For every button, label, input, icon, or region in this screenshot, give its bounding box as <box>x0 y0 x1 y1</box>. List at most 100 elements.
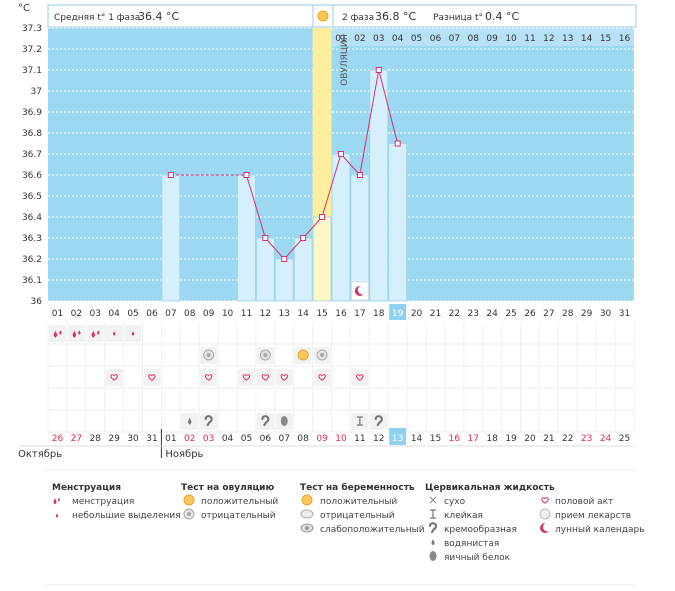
cycle-day-label: 12 <box>260 309 271 319</box>
calendar-date-label: 11 <box>354 434 365 444</box>
calendar-date-label: 18 <box>486 434 498 444</box>
marker-cell <box>238 369 255 386</box>
legend-sticky-icon <box>430 509 436 519</box>
legend-watery-icon <box>431 539 435 546</box>
ovulation-test-positive-icon <box>297 349 309 361</box>
temperature-bar <box>312 216 332 302</box>
temperature-point <box>375 67 382 73</box>
test-inner-dot <box>320 353 325 357</box>
light-spotting-drop-icon <box>113 331 116 336</box>
phase2-day-label: 03 <box>373 34 384 44</box>
intercourse-heart-icon <box>242 374 251 381</box>
cycle-day-label: 27 <box>543 309 554 319</box>
intercourse-heart-icon <box>110 374 118 381</box>
legend-pregnancy-positive-icon <box>301 494 313 506</box>
marker-cell <box>105 369 123 386</box>
calendar-date-label: 08 <box>297 434 309 444</box>
legend-item-ovulation-negative: отрицательный <box>201 511 276 521</box>
phase1-value: 36.4 °C <box>138 10 179 23</box>
y-tick-label: 36.1 <box>22 276 42 286</box>
temperature-point <box>167 172 174 178</box>
temperature-line-segment <box>283 237 304 260</box>
legend-item-intercourse: половой акт <box>555 497 613 507</box>
phase2-day-label: 08 <box>468 34 480 44</box>
menstruation-drop-icon <box>59 330 62 335</box>
temperature-line-segment <box>378 69 399 144</box>
y-tick-label: 36.3 <box>22 234 42 244</box>
legend-item-menstruation: менструация <box>72 497 134 507</box>
legend-ovulation-positive-icon <box>183 494 195 506</box>
y-tick-label: 36.2 <box>22 255 42 265</box>
y-tick-label: 36.4 <box>22 213 42 223</box>
legend-item-watery: водянистая <box>444 539 499 549</box>
temperature-bar <box>161 174 181 302</box>
test-inner-dot <box>187 512 191 516</box>
y-tick-label: 37.3 <box>22 24 42 34</box>
legend-title-cervical: Цервикальная жидкость <box>425 483 555 493</box>
calendar-date-label: 03 <box>203 434 214 444</box>
creamy-icon <box>261 415 270 427</box>
y-tick-label: 36.5 <box>22 192 42 202</box>
marker-rows: 01 02 03 04 05 06 07 08 09 10 11 12 13 14 15 16 17 18 19 20… <box>18 304 635 460</box>
cycle-day-label: 24 <box>486 309 498 319</box>
cycle-day-label: 02 <box>71 309 82 319</box>
calendar-date-label: 20 <box>524 434 536 444</box>
cycle-day-label: 19 <box>392 309 404 319</box>
creamy-icon <box>204 415 213 427</box>
phase2-day-label: 10 <box>505 34 517 44</box>
legend-pregnancy-weak-dot <box>305 526 309 530</box>
y-tick-label: 36.6 <box>22 171 42 181</box>
legend-item-pregnancy-weak: слабоположительный <box>320 525 425 535</box>
plot-area: 01 02 03 04 05 06 07 08 09 10 11 12 13 14 15 16 37.3 37.2… <box>22 24 634 307</box>
marker-cell <box>143 369 161 386</box>
phase2-box <box>332 4 637 28</box>
cycle-day-label: 21 <box>430 309 441 319</box>
chart-header: °C Средняя t° 1 фаза 36.4 °C 2 фаза 36.8… <box>18 3 637 28</box>
calendar-date-label: 09 <box>316 434 328 444</box>
phase2-day-label: 02 <box>354 34 365 44</box>
temperature-line-segment <box>321 153 342 218</box>
calendar-date-label: 21 <box>543 434 554 444</box>
menstruation-drop-icon <box>72 330 77 338</box>
cycle-day-label: 07 <box>165 309 176 319</box>
cycle-day-label: 31 <box>619 309 630 319</box>
cycle-day-label: 30 <box>600 309 612 319</box>
marker-cell <box>275 369 293 386</box>
cycle-day-label: 04 <box>108 309 120 319</box>
temperature-point <box>300 235 307 241</box>
marker-cell <box>49 325 66 342</box>
intercourse-heart-icon <box>148 374 156 381</box>
intercourse-heart-icon <box>204 374 213 381</box>
intercourse-heart-icon <box>280 374 288 381</box>
phase2-label: 2 фаза <box>342 13 374 23</box>
calendar-date-label: 04 <box>222 434 234 444</box>
phase2-day-label: 01 <box>335 34 346 44</box>
legend-item-eggwhite: яичный белок <box>444 553 511 563</box>
legend-item-sticky: клейкая <box>444 511 483 521</box>
calendar-date-label: 05 <box>241 434 252 444</box>
temperature-bar <box>388 143 408 302</box>
marker-cell <box>200 413 218 430</box>
cycle-day-label: 23 <box>468 309 479 319</box>
calendar-date-label: 16 <box>449 434 461 444</box>
temperature-bar <box>274 258 294 302</box>
legend-title-menstruation: Менструация <box>52 483 121 493</box>
cycle-day-label: 14 <box>297 309 309 319</box>
temperature-line-segment <box>245 174 266 239</box>
marker-cell <box>370 413 388 430</box>
legend-item-pregnancy-positive: положительный <box>320 497 397 507</box>
temperature-point <box>356 172 363 178</box>
menstruation-drop-icon <box>53 330 58 338</box>
today-cycle-cell <box>389 304 407 320</box>
calendar-date-label: 27 <box>71 434 82 444</box>
ovulation-label: ОВУЛЯЦИЯ <box>340 34 350 86</box>
light-spotting-drop-icon <box>131 331 135 336</box>
intercourse-heart-icon <box>261 374 270 381</box>
calendar-date-label: 31 <box>146 434 157 444</box>
phase2-day-label: 16 <box>619 34 631 44</box>
creamy-icon <box>374 415 383 427</box>
phase2-day-label: 05 <box>411 34 422 44</box>
cycle-day-label: 09 <box>203 309 215 319</box>
phase2-day-label: 09 <box>486 34 498 44</box>
